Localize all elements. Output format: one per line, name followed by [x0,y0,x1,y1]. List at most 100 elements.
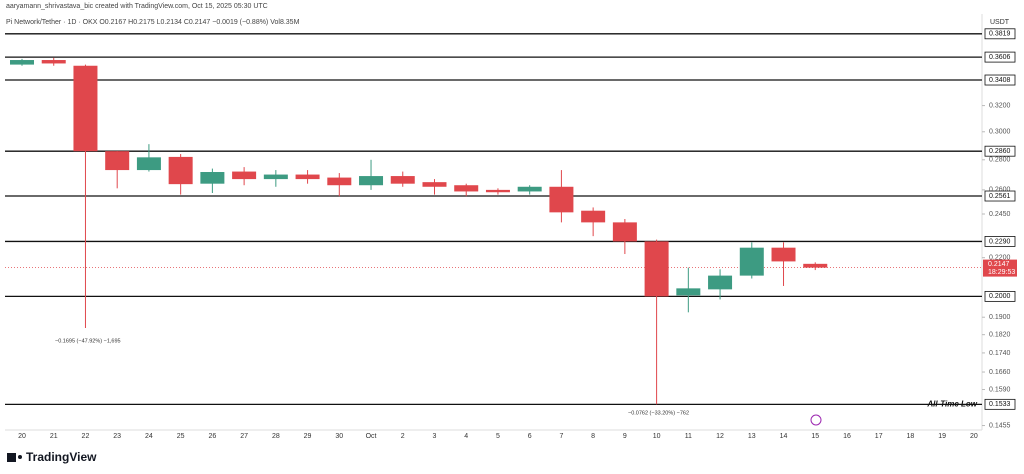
candle-body [105,151,130,171]
x-tick-label: 13 [748,433,756,440]
annotation: −0.1695 (−47.92%) −1,695 [55,338,121,344]
x-tick-label: 2 [401,433,405,440]
x-tick-label: Oct [366,433,377,440]
y-tick-label: 0.2800 [989,157,1011,164]
y-tick-label: 0.1590 [989,386,1011,393]
candle-body [644,241,669,297]
logo-icon [7,453,16,462]
candle-body [549,186,574,213]
y-tick-label: 0.2600 [989,187,1011,194]
candle-body [390,176,415,184]
event-icon [810,414,822,426]
chart-title: aaryamann_shrivastava_bic created with T… [6,3,268,10]
x-tick-label: 28 [272,433,280,440]
candle-body [359,176,384,186]
logo-icon [18,455,22,459]
x-tick-label: 9 [623,433,627,440]
y-tick-label: 0.3200 [989,102,1011,109]
last-price-box [983,259,1017,277]
y-tick-label: 0.2450 [989,211,1011,218]
candle-body [581,210,606,223]
x-tick-label: 27 [240,433,248,440]
x-tick-label: 25 [177,433,185,440]
x-tick-label: 17 [875,433,883,440]
x-tick-label: 30 [335,433,343,440]
candle-body [10,60,34,65]
y-tick-label: 0.1533 [989,401,1011,408]
symbol-info: Pi Network/Tether · 1D · OKX O0.2167 H0.… [6,19,300,26]
annotation: −0.0762 (−33.20%) −762 [628,410,689,416]
x-tick-label: 29 [304,433,312,440]
level-label-box [984,290,1016,302]
level-label-box [984,236,1016,247]
y-tick-label: 0.1820 [989,332,1011,339]
level-label-box [984,398,1016,410]
candle-body [771,247,796,262]
candle-body [422,182,447,187]
candle-body [263,174,288,180]
x-tick-label: 20 [970,433,978,440]
x-tick-label: 20 [18,433,26,440]
candle-body [739,247,764,276]
y-tick-label: 0.2290 [989,238,1011,245]
y-tick-label: 0.1455 [989,422,1011,429]
level-label-box [984,51,1016,63]
candle-body [517,186,542,192]
candle-body [73,65,98,152]
x-tick-label: 24 [145,433,153,440]
candle-body [485,189,510,193]
last-price-label: 0.2147 [988,261,1010,268]
y-tick-label: 0.2000 [989,293,1011,300]
candle-body [168,156,193,185]
x-tick-label: 8 [591,433,595,440]
x-tick-label: 18 [907,433,915,440]
x-tick-label: 10 [653,433,661,440]
candle-body [612,222,637,242]
candle-body [327,177,352,186]
candle-body [676,288,701,296]
y-tick-label: 0.1660 [989,369,1011,376]
level-label-box [984,190,1016,202]
candle-body [295,174,320,180]
x-tick-label: 11 [685,433,692,440]
x-tick-label: 16 [843,433,851,440]
footer-brand: TradingView [26,450,97,464]
candle-body [200,172,225,184]
footer-logo: TradingView [7,450,97,464]
countdown-label: 18:29:53 [988,269,1015,276]
y-tick-label: 0.3000 [989,129,1011,136]
y-tick-label: 0.2200 [989,255,1011,262]
y-tick-label: 0.2561 [989,193,1011,200]
level-label-box [984,74,1016,86]
x-tick-label: 19 [938,433,946,440]
x-tick-label: 23 [113,433,121,440]
level-label-box [984,28,1016,40]
x-tick-label: 3 [433,433,437,440]
x-tick-label: 22 [82,433,90,440]
level-label-box [984,145,1016,157]
x-tick-label: 26 [208,433,216,440]
y-tick-label: 0.2860 [989,148,1011,155]
x-tick-label: 5 [496,433,500,440]
candle-body [454,185,479,192]
y-tick-label: 0.3606 [989,54,1011,61]
x-tick-label: 6 [528,433,532,440]
x-tick-label: 14 [780,433,788,440]
y-tick-label: 0.1900 [989,314,1011,321]
candle-body [232,171,257,180]
annotation: All-Time Low [926,399,977,408]
y-tick-label: 0.1740 [989,350,1011,357]
x-tick-label: 21 [50,433,58,440]
x-tick-label: 15 [811,433,819,440]
candle-body [136,157,161,171]
candle-body [41,60,66,64]
y-tick-label: 0.3819 [989,31,1011,38]
candle-body [708,275,733,290]
candle-body [803,263,828,268]
y-tick-label: 0.3408 [989,77,1011,84]
currency-label: USDT [990,19,1010,26]
x-tick-label: 12 [716,433,724,440]
x-tick-label: 7 [559,433,563,440]
